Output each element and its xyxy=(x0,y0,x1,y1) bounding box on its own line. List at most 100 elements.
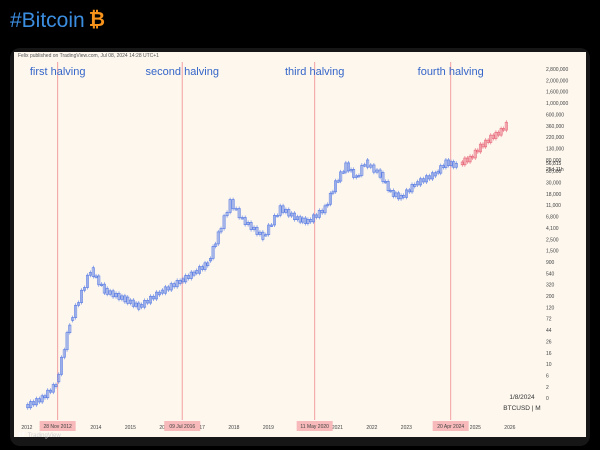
price-candle xyxy=(419,178,423,186)
y-tick-label: 50,000 xyxy=(546,169,562,175)
price-candle xyxy=(43,395,47,399)
price-candle xyxy=(363,164,367,167)
price-candle xyxy=(314,214,318,218)
forecast-candle xyxy=(484,139,488,148)
x-tick-label: 2023 xyxy=(401,425,412,431)
price-candle xyxy=(26,404,30,409)
price-candle xyxy=(123,295,127,303)
price-candle xyxy=(65,332,69,351)
tradingview-footer[interactable]: 17 TradingView xyxy=(18,433,61,439)
forecast-candle xyxy=(504,121,508,131)
price-candle xyxy=(163,286,167,294)
price-candle xyxy=(267,224,271,235)
price-candle xyxy=(357,175,361,178)
price-candle xyxy=(447,159,450,166)
forecast-candle xyxy=(489,134,493,143)
price-candle xyxy=(295,216,299,221)
price-candle xyxy=(303,217,307,224)
price-candle xyxy=(77,302,81,306)
price-candle xyxy=(272,215,276,226)
price-candle xyxy=(255,226,259,235)
x-tick-label: 2018 xyxy=(228,425,239,431)
price-candle xyxy=(219,228,223,233)
price-candle xyxy=(298,216,302,223)
price-candle xyxy=(284,209,288,213)
y-tick-label: 2,500 xyxy=(546,237,559,243)
price-candle xyxy=(234,208,238,211)
price-candle xyxy=(216,231,220,245)
x-tick-label: 2026 xyxy=(504,425,515,431)
y-tick-label: 200 xyxy=(546,294,555,300)
price-candle xyxy=(222,215,226,229)
price-candle xyxy=(91,267,95,277)
price-candle xyxy=(29,401,33,409)
price-candle xyxy=(344,162,348,173)
forecast-candle xyxy=(497,131,500,136)
price-candle xyxy=(88,272,92,276)
price-candle xyxy=(270,224,274,227)
price-candle xyxy=(184,275,188,283)
price-candle xyxy=(281,205,285,213)
price-candle xyxy=(137,302,141,310)
y-tick-label: 30,000 xyxy=(546,181,562,187)
y-tick-label: 11,000 xyxy=(546,203,561,209)
x-tick-label: 2019 xyxy=(263,425,274,431)
price-candle xyxy=(391,190,395,197)
price-candle xyxy=(192,271,196,276)
halving-date-label: 09 Jul 2016 xyxy=(169,424,195,430)
price-candle xyxy=(252,226,256,230)
price-candle xyxy=(326,203,330,207)
price-candle xyxy=(360,164,364,176)
forecast-candle xyxy=(494,131,498,139)
price-candle xyxy=(410,184,414,193)
price-candle xyxy=(405,189,408,198)
forecast-candle xyxy=(478,143,482,153)
x-tick-label: 2021 xyxy=(332,425,343,431)
price-candle xyxy=(152,295,155,300)
price-candle xyxy=(422,178,426,183)
halving-date-label: 28 Nov 2012 xyxy=(43,424,72,430)
price-candle xyxy=(195,270,199,274)
price-candle xyxy=(309,219,313,223)
price-candle xyxy=(225,212,229,217)
price-candle xyxy=(354,175,358,178)
price-candle xyxy=(449,161,453,166)
price-candle xyxy=(102,283,106,294)
forecast-candle xyxy=(463,157,467,166)
price-candle xyxy=(430,172,434,180)
y-tick-label: 80,000 xyxy=(546,158,562,164)
price-candle xyxy=(347,162,350,172)
forecast-candle xyxy=(486,139,490,143)
halving-label: third halving xyxy=(285,66,344,78)
tradingview-logo-icon: 17 xyxy=(18,433,25,439)
y-tick-label: 4,100 xyxy=(546,226,559,232)
price-candle xyxy=(293,212,297,221)
price-candle xyxy=(336,180,340,183)
price-candle xyxy=(80,289,83,303)
y-tick-label: 540 xyxy=(546,271,555,277)
price-candle xyxy=(323,205,327,214)
price-candle xyxy=(108,290,112,295)
price-candle xyxy=(334,180,337,193)
price-candle xyxy=(231,199,235,210)
price-candle xyxy=(178,280,182,284)
price-candle xyxy=(46,389,50,399)
forecast-candle xyxy=(468,155,472,163)
x-tick-label: 2014 xyxy=(90,425,101,431)
halving-label: first halving xyxy=(30,66,86,78)
forecast-candle xyxy=(473,149,477,159)
y-tick-label: 44 xyxy=(546,328,552,334)
tradingview-brand: TradingView xyxy=(27,433,61,439)
hashtag-title: #Bitcoin xyxy=(10,9,85,32)
price-candle xyxy=(441,165,445,168)
price-candle xyxy=(301,217,305,223)
y-tick-label: 220,000 xyxy=(546,135,564,141)
price-candle xyxy=(166,286,170,291)
price-candle xyxy=(381,172,385,183)
price-candle xyxy=(175,280,179,288)
price-candle xyxy=(49,389,52,393)
y-tick-label: 16 xyxy=(546,351,552,357)
price-candle xyxy=(397,192,400,200)
price-candle xyxy=(100,283,104,287)
price-candle xyxy=(275,215,279,218)
